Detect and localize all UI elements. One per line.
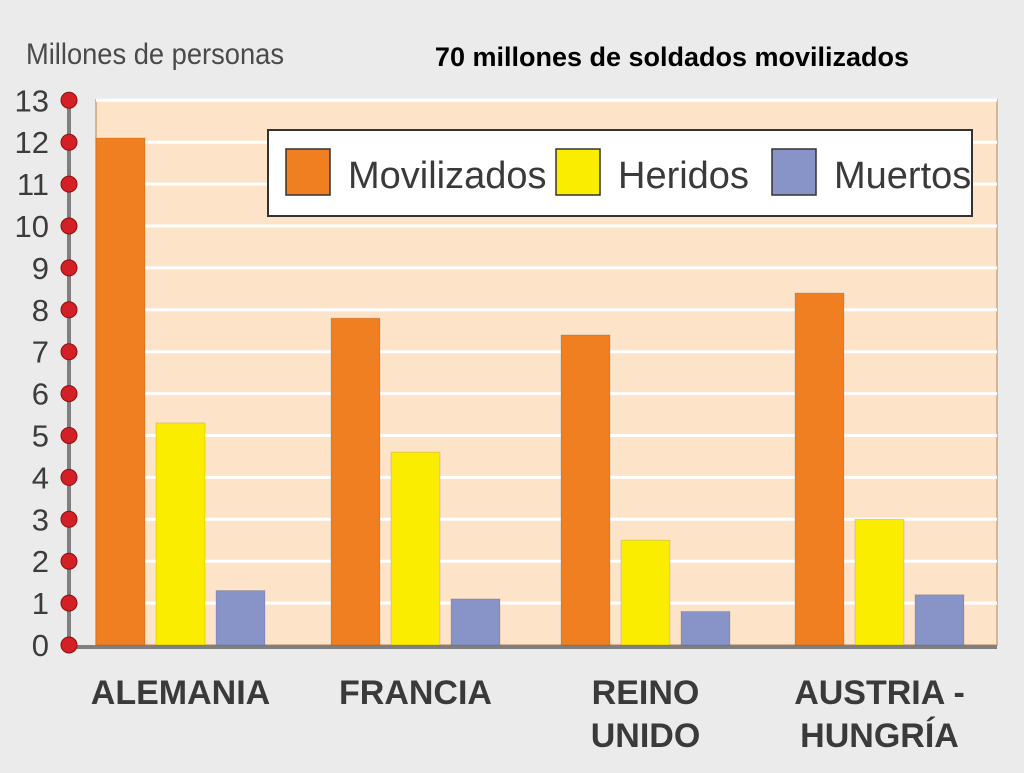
legend-label: Movilizados: [348, 155, 547, 197]
bar-heridos: [620, 539, 671, 646]
y-axis-label: Millones de personas: [26, 38, 284, 71]
y-tick-marker: [60, 468, 78, 486]
x-tick-label: FRANCIA: [339, 674, 492, 712]
y-tick-marker: [60, 259, 78, 277]
x-tick-label: ALEMANIA: [91, 674, 270, 712]
bar-muertos: [680, 610, 731, 646]
y-tick-label: 5: [32, 419, 49, 454]
y-tick-label: 11: [17, 167, 49, 202]
y-tick-label: 1: [32, 586, 49, 621]
bar-muertos: [450, 598, 501, 646]
x-tick-label: UNIDO: [591, 717, 701, 755]
y-tick-marker: [60, 133, 78, 151]
legend-label: Muertos: [834, 155, 971, 197]
bar-movilizados: [794, 292, 845, 646]
y-tick-marker: [60, 510, 78, 528]
x-tick-label: HUNGRÍA: [800, 717, 959, 755]
legend-label: Heridos: [618, 155, 749, 197]
bar-heridos: [390, 451, 441, 646]
y-tick-marker: [60, 343, 78, 361]
bar-heridos: [854, 518, 905, 646]
bar-movilizados: [330, 317, 381, 646]
bar-muertos: [914, 594, 965, 646]
y-tick-marker: [60, 636, 78, 654]
y-tick-marker: [60, 427, 78, 444]
bar-movilizados: [95, 137, 146, 646]
chart-title: 70 millones de soldados movilizados: [435, 42, 909, 72]
y-tick-marker: [60, 175, 78, 193]
y-tick-label: 4: [32, 460, 49, 495]
y-tick-label: 13: [15, 83, 49, 118]
bar-movilizados: [560, 334, 611, 646]
y-tick-marker: [60, 385, 78, 403]
y-tick-label: 6: [32, 377, 49, 412]
x-tick-label: REINO: [592, 674, 700, 712]
x-tick-label: AUSTRIA -: [794, 674, 965, 712]
legend-swatch: [771, 148, 817, 196]
y-tick-marker: [60, 301, 78, 319]
y-tick-marker: [60, 91, 78, 109]
y-tick-label: 7: [32, 335, 49, 370]
bar-muertos: [215, 590, 266, 646]
legend-swatch: [555, 148, 601, 196]
y-tick-label: 8: [32, 293, 49, 328]
legend-box: [267, 129, 973, 217]
y-tick-label: 2: [32, 544, 49, 579]
y-tick-label: 9: [32, 251, 49, 286]
y-tick-marker: [60, 594, 78, 612]
y-tick-marker: [60, 217, 78, 235]
y-tick-label: 12: [15, 125, 49, 160]
y-tick-label: 10: [15, 209, 49, 244]
bar-heridos: [155, 422, 206, 646]
y-tick-label: 0: [32, 628, 49, 663]
y-tick-label: 3: [32, 502, 49, 537]
y-tick-marker: [60, 552, 78, 570]
legend-swatch: [285, 148, 331, 196]
